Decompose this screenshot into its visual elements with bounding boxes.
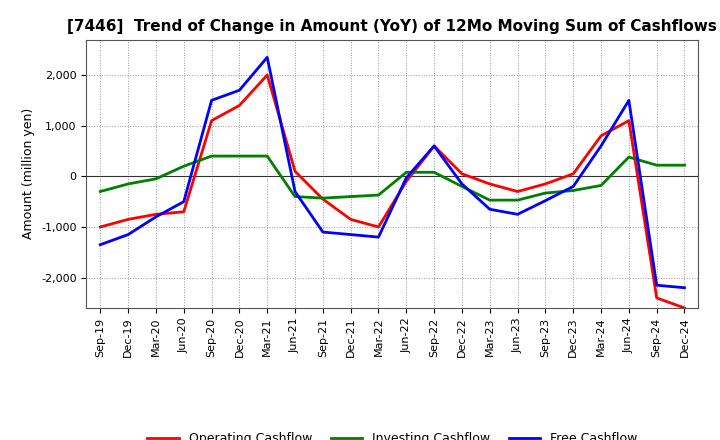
Free Cashflow [291,189,300,194]
Operating Cashflow [513,189,522,194]
Investing Cashflow [96,189,104,194]
Free Cashflow [207,98,216,103]
Investing Cashflow [569,188,577,193]
Line: Investing Cashflow: Investing Cashflow [100,156,685,200]
Free Cashflow [680,285,689,290]
Free Cashflow [152,214,161,220]
Operating Cashflow [541,181,550,187]
Operating Cashflow [318,197,327,202]
Free Cashflow [263,55,271,60]
Free Cashflow [96,242,104,247]
Operating Cashflow [152,212,161,217]
Operating Cashflow [374,224,383,230]
Investing Cashflow [179,164,188,169]
Operating Cashflow [235,103,243,108]
Line: Operating Cashflow: Operating Cashflow [100,75,685,308]
Operating Cashflow [430,143,438,149]
Title: [7446]  Trend of Change in Amount (YoY) of 12Mo Moving Sum of Cashflows: [7446] Trend of Change in Amount (YoY) o… [68,19,717,34]
Operating Cashflow [652,295,661,301]
Y-axis label: Amount (million yen): Amount (million yen) [22,108,35,239]
Free Cashflow [597,143,606,149]
Free Cashflow [652,282,661,288]
Investing Cashflow [207,154,216,159]
Operating Cashflow [402,179,410,184]
Operating Cashflow [291,169,300,174]
Operating Cashflow [485,181,494,187]
Free Cashflow [569,184,577,189]
Investing Cashflow [485,198,494,203]
Investing Cashflow [235,154,243,159]
Investing Cashflow [318,195,327,201]
Investing Cashflow [680,162,689,168]
Investing Cashflow [402,170,410,175]
Operating Cashflow [179,209,188,214]
Investing Cashflow [541,191,550,196]
Free Cashflow [318,229,327,235]
Free Cashflow [458,181,467,187]
Investing Cashflow [374,192,383,198]
Free Cashflow [402,175,410,180]
Investing Cashflow [624,154,633,160]
Operating Cashflow [207,118,216,123]
Investing Cashflow [263,154,271,159]
Free Cashflow [624,98,633,103]
Operating Cashflow [263,73,271,78]
Investing Cashflow [458,184,467,189]
Investing Cashflow [597,183,606,188]
Operating Cashflow [124,217,132,222]
Operating Cashflow [458,171,467,176]
Investing Cashflow [291,194,300,199]
Operating Cashflow [597,133,606,139]
Free Cashflow [374,235,383,240]
Free Cashflow [124,232,132,237]
Free Cashflow [430,143,438,149]
Operating Cashflow [680,305,689,311]
Operating Cashflow [346,217,355,222]
Operating Cashflow [569,171,577,176]
Operating Cashflow [96,224,104,230]
Investing Cashflow [152,176,161,182]
Free Cashflow [513,212,522,217]
Investing Cashflow [346,194,355,199]
Free Cashflow [485,207,494,212]
Free Cashflow [179,199,188,204]
Free Cashflow [541,198,550,203]
Investing Cashflow [652,162,661,168]
Investing Cashflow [124,181,132,187]
Legend: Operating Cashflow, Investing Cashflow, Free Cashflow: Operating Cashflow, Investing Cashflow, … [143,427,642,440]
Free Cashflow [235,88,243,93]
Operating Cashflow [624,118,633,123]
Investing Cashflow [513,198,522,203]
Investing Cashflow [430,170,438,175]
Line: Free Cashflow: Free Cashflow [100,57,685,288]
Free Cashflow [346,232,355,237]
